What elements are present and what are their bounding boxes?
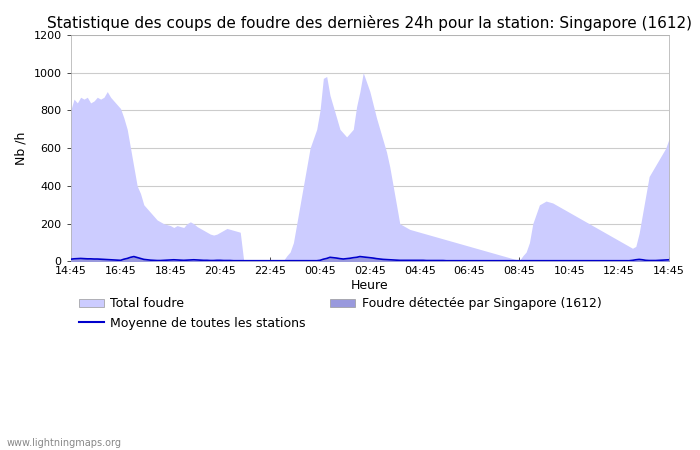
Title: Statistique des coups de foudre des dernières 24h pour la station: Singapore (16: Statistique des coups de foudre des dern… bbox=[48, 15, 692, 31]
X-axis label: Heure: Heure bbox=[351, 279, 388, 292]
Text: www.lightningmaps.org: www.lightningmaps.org bbox=[7, 438, 122, 448]
Y-axis label: Nb /h: Nb /h bbox=[15, 131, 28, 165]
Legend: Total foudre, Moyenne de toutes les stations, Foudre détectée par Singapore (161: Total foudre, Moyenne de toutes les stat… bbox=[74, 292, 606, 334]
